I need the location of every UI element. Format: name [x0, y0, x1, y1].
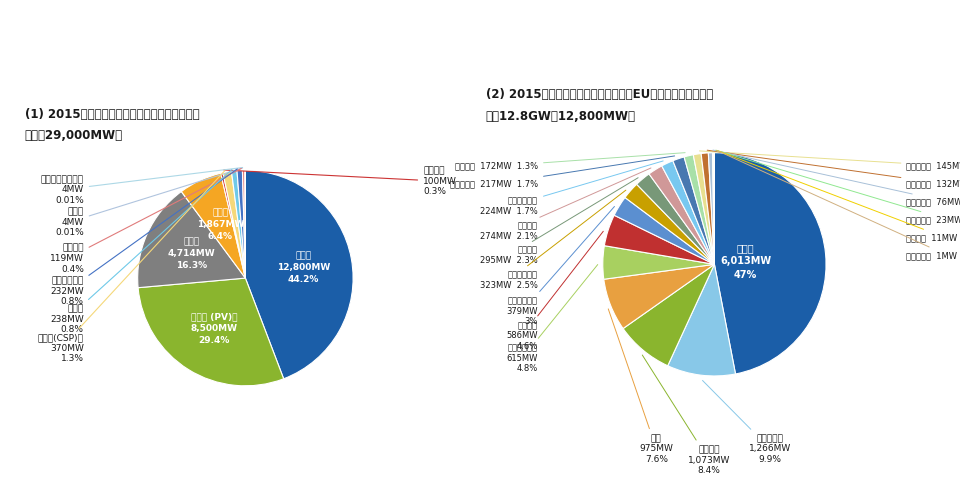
- Wedge shape: [693, 153, 714, 264]
- Text: （記12.8GW＝12,800MW）: （記12.8GW＝12,800MW）: [486, 110, 636, 123]
- Text: ドイツ
6,013MW
47%: ドイツ 6,013MW 47%: [720, 243, 771, 280]
- Wedge shape: [137, 191, 246, 288]
- Text: ベルギー
274MW  2.1%: ベルギー 274MW 2.1%: [480, 168, 651, 241]
- Wedge shape: [714, 153, 826, 374]
- Wedge shape: [223, 171, 246, 278]
- Text: 太陽熱(CSP)：
370MW
1.3%: 太陽熱(CSP)： 370MW 1.3%: [38, 171, 225, 363]
- Text: ガス：
1,867MW
6.4%: ガス： 1,867MW 6.4%: [197, 208, 244, 241]
- Text: フィンランド
379MW
3%: フィンランド 379MW 3%: [507, 206, 614, 326]
- Text: ポルトガル  132MW  1%: ポルトガル 132MW 1%: [708, 150, 960, 188]
- Wedge shape: [701, 153, 714, 264]
- Text: （計：29,000MW）: （計：29,000MW）: [25, 130, 123, 143]
- Wedge shape: [668, 264, 735, 376]
- Wedge shape: [625, 184, 714, 264]
- Wedge shape: [649, 166, 714, 264]
- Wedge shape: [181, 173, 246, 278]
- Wedge shape: [623, 264, 714, 366]
- Text: 海洋エネルギー：
4MW
0.01%: 海洋エネルギー： 4MW 0.01%: [41, 168, 243, 205]
- Wedge shape: [712, 153, 714, 264]
- Wedge shape: [636, 174, 714, 264]
- Text: エストニア  1MW  0.01%: エストニア 1MW 0.01%: [717, 150, 960, 260]
- Text: 石炭：
4,714MW
16.3%: 石炭： 4,714MW 16.3%: [168, 238, 215, 270]
- Wedge shape: [138, 278, 283, 386]
- Wedge shape: [614, 198, 714, 264]
- Text: 水力：
238MW
0.8%: 水力： 238MW 0.8%: [50, 169, 231, 334]
- Wedge shape: [708, 153, 714, 264]
- Text: スウェーデン
615MW
4.8%: スウェーデン 615MW 4.8%: [507, 264, 598, 373]
- Text: イタリア
295MW  2.3%: イタリア 295MW 2.3%: [480, 178, 638, 265]
- Text: ルーマニア  23MW  0.2%: ルーマニア 23MW 0.2%: [716, 150, 960, 224]
- Text: アイルランド
224MW  1.7%: アイルランド 224MW 1.7%: [480, 161, 663, 216]
- Text: 地熱：
4MW
0.01%: 地熱： 4MW 0.01%: [55, 168, 243, 237]
- Wedge shape: [243, 170, 246, 278]
- Wedge shape: [684, 155, 714, 264]
- Text: 風力：
12,800MW
44.2%: 風力： 12,800MW 44.2%: [277, 251, 330, 284]
- Text: 英国
975MW
7.6%: 英国 975MW 7.6%: [609, 309, 673, 464]
- Text: クロアチア  76MW  0.6%: クロアチア 76MW 0.6%: [713, 150, 960, 206]
- Text: デンマーク  217MW  1.7%: デンマーク 217MW 1.7%: [450, 156, 675, 188]
- Text: (2) 2015年に新しく導入・設置されたEU各国の風力発電容量: (2) 2015年に新しく導入・設置されたEU各国の風力発電容量: [486, 88, 713, 101]
- Text: 廃棄物：
119MW
0.4%: 廃棄物： 119MW 0.4%: [50, 169, 241, 274]
- Wedge shape: [221, 173, 246, 278]
- Wedge shape: [661, 161, 714, 264]
- Wedge shape: [605, 215, 714, 264]
- Wedge shape: [604, 264, 714, 329]
- Text: ギリシャ  172MW  1.3%: ギリシャ 172MW 1.3%: [455, 152, 685, 170]
- Text: ポーランド
1,266MW
9.9%: ポーランド 1,266MW 9.9%: [703, 380, 791, 464]
- Text: フランス
1,073MW
8.4%: フランス 1,073MW 8.4%: [642, 355, 730, 475]
- Text: オーストリア
323MW  2.5%: オーストリア 323MW 2.5%: [480, 190, 626, 290]
- Wedge shape: [603, 246, 714, 279]
- Text: キプロス  11MW  0.1%: キプロス 11MW 0.1%: [717, 150, 960, 242]
- Wedge shape: [673, 157, 714, 264]
- Text: リトアニア  145MW  1.1%: リトアニア 145MW 1.1%: [700, 151, 960, 170]
- Text: オランダ
586MW
4.6%: オランダ 586MW 4.6%: [507, 231, 603, 351]
- Wedge shape: [237, 170, 246, 278]
- Text: (1) 2015年に設置された新しい電力容量の比率: (1) 2015年に設置された新しい電力容量の比率: [25, 108, 200, 121]
- Wedge shape: [246, 170, 353, 379]
- Text: 太陽光 (PV)：
8,500MW
29.4%: 太陽光 (PV)： 8,500MW 29.4%: [190, 312, 237, 345]
- Text: バイオマス：
232MW
0.8%: バイオマス： 232MW 0.8%: [50, 169, 237, 306]
- Text: 原子力：
100MW
0.3%: 原子力： 100MW 0.3%: [224, 166, 457, 196]
- Wedge shape: [231, 171, 246, 278]
